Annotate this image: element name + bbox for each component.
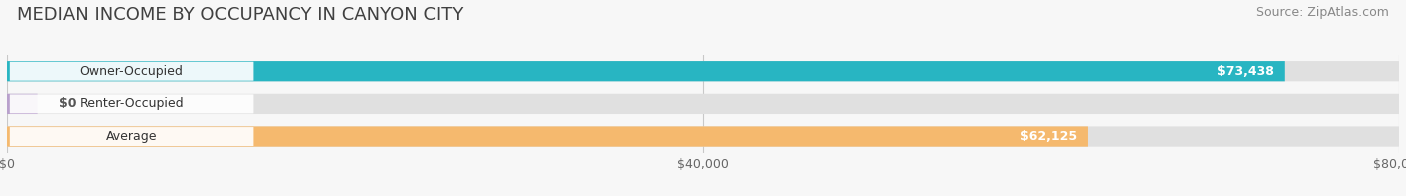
FancyBboxPatch shape (7, 126, 1399, 147)
FancyBboxPatch shape (7, 126, 1088, 147)
Text: Source: ZipAtlas.com: Source: ZipAtlas.com (1256, 6, 1389, 19)
FancyBboxPatch shape (10, 62, 253, 81)
FancyBboxPatch shape (7, 94, 38, 114)
FancyBboxPatch shape (7, 61, 1399, 81)
Text: $73,438: $73,438 (1216, 65, 1274, 78)
FancyBboxPatch shape (10, 94, 253, 113)
Text: Owner-Occupied: Owner-Occupied (80, 65, 184, 78)
FancyBboxPatch shape (7, 94, 1399, 114)
Text: Renter-Occupied: Renter-Occupied (79, 97, 184, 110)
Text: Average: Average (105, 130, 157, 143)
Text: MEDIAN INCOME BY OCCUPANCY IN CANYON CITY: MEDIAN INCOME BY OCCUPANCY IN CANYON CIT… (17, 6, 463, 24)
Text: $0: $0 (59, 97, 76, 110)
FancyBboxPatch shape (7, 61, 1285, 81)
FancyBboxPatch shape (10, 127, 253, 146)
Text: $62,125: $62,125 (1019, 130, 1077, 143)
